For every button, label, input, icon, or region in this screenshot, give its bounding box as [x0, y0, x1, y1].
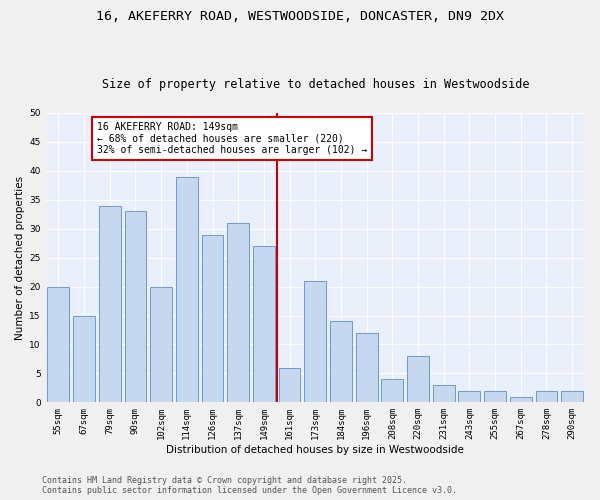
- Bar: [227, 223, 249, 402]
- Title: Size of property relative to detached houses in Westwoodside: Size of property relative to detached ho…: [101, 78, 529, 91]
- Bar: [561, 391, 583, 402]
- Bar: [510, 396, 532, 402]
- Text: 16, AKEFERRY ROAD, WESTWOODSIDE, DONCASTER, DN9 2DX: 16, AKEFERRY ROAD, WESTWOODSIDE, DONCAST…: [96, 10, 504, 23]
- Bar: [458, 391, 481, 402]
- Bar: [73, 316, 95, 402]
- Bar: [407, 356, 429, 403]
- Text: Contains HM Land Registry data © Crown copyright and database right 2025.
Contai: Contains HM Land Registry data © Crown c…: [42, 476, 457, 495]
- Bar: [484, 391, 506, 402]
- Bar: [47, 286, 69, 403]
- Bar: [150, 286, 172, 403]
- Bar: [536, 391, 557, 402]
- Bar: [125, 212, 146, 402]
- Bar: [99, 206, 121, 402]
- Bar: [330, 322, 352, 402]
- Bar: [382, 379, 403, 402]
- Bar: [253, 246, 275, 402]
- Bar: [202, 234, 223, 402]
- Bar: [356, 333, 377, 402]
- Bar: [433, 385, 455, 402]
- Text: 16 AKEFERRY ROAD: 149sqm
← 68% of detached houses are smaller (220)
32% of semi-: 16 AKEFERRY ROAD: 149sqm ← 68% of detach…: [97, 122, 367, 155]
- Bar: [304, 281, 326, 402]
- Bar: [176, 176, 198, 402]
- Bar: [278, 368, 301, 402]
- X-axis label: Distribution of detached houses by size in Westwoodside: Distribution of detached houses by size …: [166, 445, 464, 455]
- Y-axis label: Number of detached properties: Number of detached properties: [15, 176, 25, 340]
